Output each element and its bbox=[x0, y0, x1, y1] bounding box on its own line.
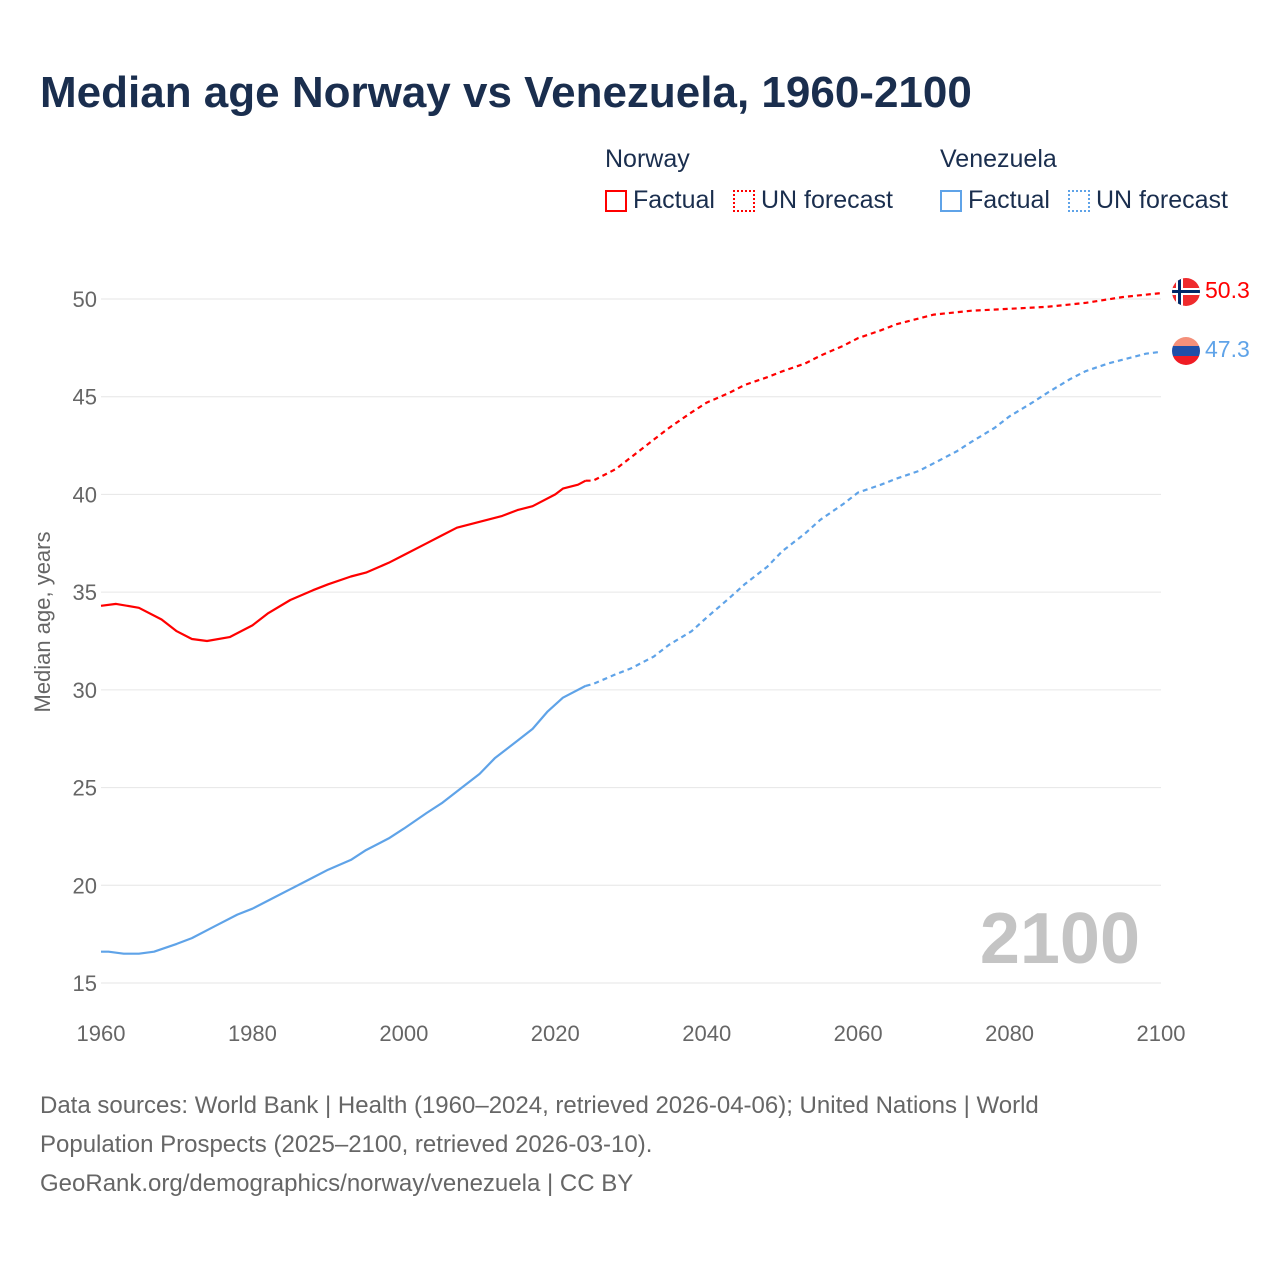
legend-label: UN forecast bbox=[760, 186, 893, 214]
x-tick-label: 2040 bbox=[682, 1021, 731, 1046]
norway-end-label: 50.3 bbox=[1205, 277, 1250, 303]
legend-venezuela-factual[interactable]: Factual bbox=[940, 186, 1050, 215]
footer-sources: Data sources: World Bank | Health (1960–… bbox=[40, 1086, 1220, 1203]
y-tick-label: 50 bbox=[73, 287, 97, 312]
x-tick-label: 1980 bbox=[228, 1021, 277, 1046]
x-tick-label: 1960 bbox=[77, 1021, 126, 1046]
legend-label: UN forecast bbox=[1095, 186, 1228, 214]
legend-norway: Norway Factual UN forecast bbox=[605, 145, 893, 215]
y-tick-label: 25 bbox=[73, 776, 97, 801]
norway-forecast-line bbox=[585, 292, 1162, 482]
norway-flag-icon bbox=[1172, 278, 1200, 306]
year-watermark: 2100 bbox=[980, 899, 1140, 979]
x-tick-label: 2080 bbox=[985, 1021, 1034, 1046]
venezuela-forecast-line bbox=[585, 350, 1162, 687]
legend-group-name: Norway bbox=[605, 145, 690, 173]
x-tick-label: 2000 bbox=[379, 1021, 428, 1046]
norway-factual-line bbox=[100, 479, 587, 643]
source-line: Data sources: World Bank | Health (1960–… bbox=[40, 1092, 1039, 1119]
y-axis-label: Median age, years bbox=[30, 532, 55, 713]
solid-swatch-icon bbox=[940, 189, 962, 212]
solid-swatch-icon bbox=[605, 189, 627, 212]
legend-label: Factual bbox=[968, 186, 1050, 214]
y-tick-label: 30 bbox=[73, 678, 97, 703]
y-tick-label: 15 bbox=[73, 971, 97, 996]
attribution-link[interactable]: GeoRank.org/demographics/norway/venezuel… bbox=[40, 1170, 634, 1197]
y-tick-label: 35 bbox=[73, 580, 97, 605]
legend-norway-forecast[interactable]: UN forecast bbox=[732, 186, 893, 215]
legend-norway-factual[interactable]: Factual bbox=[605, 186, 715, 215]
legend-label: Factual bbox=[633, 186, 715, 214]
source-line: Population Prospects (2025–2100, retriev… bbox=[40, 1131, 653, 1158]
line-chart: 15 20 25 30 35 40 45 50 1960 1980 2000 2020 2040 2060… bbox=[30, 277, 1250, 1046]
y-tick-label: 40 bbox=[73, 482, 97, 507]
y-tick-label: 45 bbox=[73, 385, 97, 410]
y-tick-label: 20 bbox=[73, 873, 97, 898]
dotted-swatch-icon bbox=[732, 189, 755, 212]
venezuela-end-label: 47.3 bbox=[1205, 336, 1250, 362]
x-tick-label: 2020 bbox=[531, 1021, 580, 1046]
x-tick-label: 2100 bbox=[1137, 1021, 1186, 1046]
legend-venezuela: Venezuela Factual UN forecast bbox=[940, 145, 1228, 215]
x-tick-label: 2060 bbox=[834, 1021, 883, 1046]
chart-title: Median age Norway vs Venezuela, 1960-210… bbox=[40, 68, 972, 117]
dotted-swatch-icon bbox=[1067, 189, 1090, 212]
venezuela-factual-line bbox=[101, 684, 587, 955]
venezuela-flag-icon bbox=[1172, 337, 1200, 365]
legend-group-name: Venezuela bbox=[940, 145, 1057, 173]
legend-venezuela-forecast[interactable]: UN forecast bbox=[1067, 186, 1228, 215]
